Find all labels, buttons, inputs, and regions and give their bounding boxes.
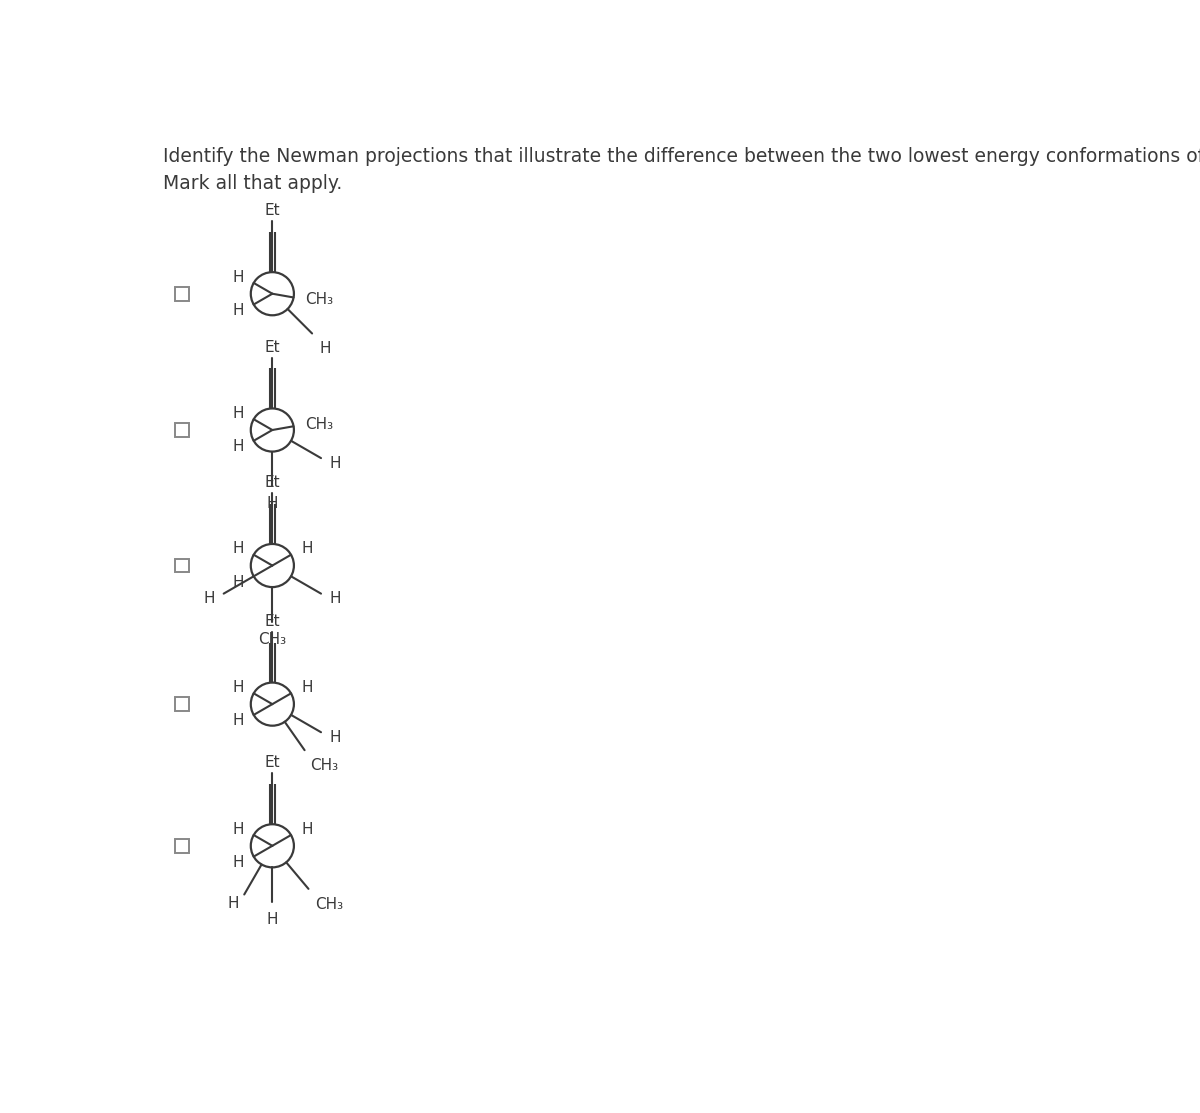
Bar xyxy=(175,423,190,437)
Text: H: H xyxy=(232,542,244,556)
Text: CH₃: CH₃ xyxy=(311,758,338,774)
Bar xyxy=(175,559,190,572)
Text: Identify the Newman projections that illustrate the difference between the two l: Identify the Newman projections that ill… xyxy=(163,147,1200,167)
Text: H: H xyxy=(266,912,278,927)
Text: H: H xyxy=(330,455,341,471)
Text: CH₃: CH₃ xyxy=(314,897,343,912)
Text: CH₃: CH₃ xyxy=(305,416,334,432)
Text: Et: Et xyxy=(264,756,280,770)
Text: H: H xyxy=(301,542,312,556)
Text: CH₃: CH₃ xyxy=(258,632,287,647)
Text: H: H xyxy=(266,496,278,511)
Text: H: H xyxy=(232,680,244,696)
Text: H: H xyxy=(232,855,244,870)
Text: H: H xyxy=(232,303,244,318)
Bar xyxy=(175,697,190,711)
Text: H: H xyxy=(232,821,244,837)
Text: H: H xyxy=(204,591,215,607)
Text: Mark all that apply.: Mark all that apply. xyxy=(163,175,342,194)
Text: CH₃: CH₃ xyxy=(305,292,334,307)
Text: Et: Et xyxy=(264,475,280,490)
Bar xyxy=(175,287,190,301)
Text: H: H xyxy=(232,713,244,728)
Text: H: H xyxy=(232,574,244,590)
Text: H: H xyxy=(330,730,341,745)
Text: Et: Et xyxy=(264,204,280,218)
Text: H: H xyxy=(232,269,244,285)
Text: Et: Et xyxy=(264,613,280,629)
Text: H: H xyxy=(232,439,244,454)
Text: H: H xyxy=(301,680,312,696)
Text: Et: Et xyxy=(264,339,280,355)
Bar xyxy=(175,839,190,853)
Text: H: H xyxy=(319,341,331,355)
Text: H: H xyxy=(330,591,341,607)
Text: H: H xyxy=(232,406,244,421)
Text: H: H xyxy=(228,896,239,910)
Text: H: H xyxy=(301,821,312,837)
